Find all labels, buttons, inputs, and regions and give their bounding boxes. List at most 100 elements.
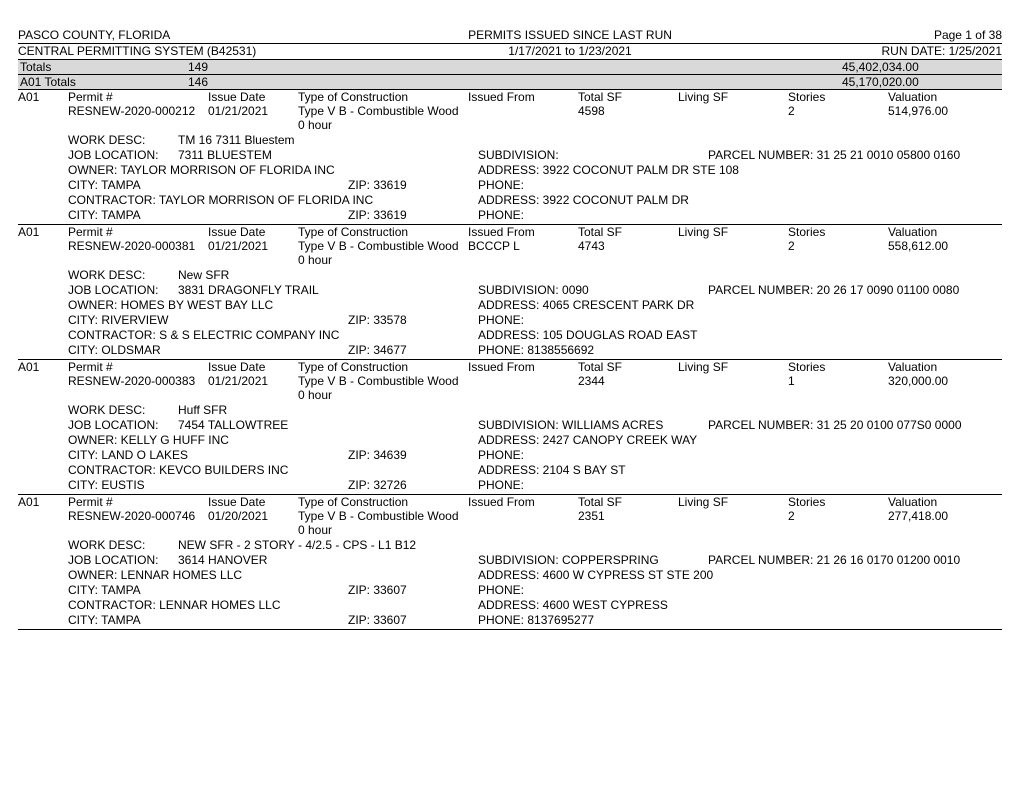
living-sf-label: Living SF [678, 90, 788, 104]
stories: 1 [788, 374, 888, 388]
work-desc-value: Huff SFR [178, 403, 478, 417]
stories-label: Stories [788, 495, 888, 509]
work-desc-line: WORK DESC: NEW SFR - 2 STORY - 4/2.5 - C… [18, 538, 1002, 552]
work-desc-label: WORK DESC: [68, 133, 178, 147]
type-label: Type of Construction [298, 225, 468, 239]
job-location-value: 3831 DRAGONFLY TRAIL [178, 283, 478, 297]
contractor-value: CONTRACTOR: KEVCO BUILDERS INC [68, 463, 478, 477]
owner-line: OWNER: KELLY G HUFF INC ADDRESS: 2427 CA… [18, 433, 1002, 447]
permit-label: Permit # [68, 495, 208, 509]
permit-column-header: A01 Permit # Issue Date Type of Construc… [18, 495, 1002, 509]
owner-value: OWNER: KELLY G HUFF INC [68, 433, 478, 447]
contractor-city-line: CITY: EUSTIS ZIP: 32726 PHONE: [18, 478, 1002, 492]
work-desc-value: New SFR [178, 268, 478, 282]
valuation-label: Valuation [888, 90, 988, 104]
issued-from-label: Issued From [468, 225, 578, 239]
issued-from [468, 509, 578, 523]
living-sf [678, 239, 788, 253]
job-location-label: JOB LOCATION: [68, 553, 178, 567]
valuation-label: Valuation [888, 225, 988, 239]
owner-phone: PHONE: [478, 178, 708, 192]
issue-date-label: Issue Date [208, 360, 298, 374]
a01-totals-label: A01 Totals [18, 75, 188, 89]
owner-address: ADDRESS: 4065 CRESCENT PARK DR [478, 298, 988, 312]
job-location-label: JOB LOCATION: [68, 418, 178, 432]
owner-city-line: CITY: LAND O LAKES ZIP: 34639 PHONE: [18, 448, 1002, 462]
contractor-line: CONTRACTOR: S & S ELECTRIC COMPANY INC A… [18, 328, 1002, 342]
job-location-label: JOB LOCATION: [68, 283, 178, 297]
report-title: PERMITS ISSUED SINCE LAST RUN [298, 28, 842, 42]
subdivision: SUBDIVISION: COPPERSPRING [478, 553, 708, 567]
date-range: 1/17/2021 to 1/23/2021 [298, 44, 842, 58]
contractor-city-line: CITY: OLDSMAR ZIP: 34677 PHONE: 81385566… [18, 343, 1002, 357]
owner-phone: PHONE: [478, 313, 708, 327]
owner-city: CITY: LAND O LAKES [68, 448, 348, 462]
job-location-value: 7454 TALLOWTREE [178, 418, 478, 432]
system-name: CENTRAL PERMITTING SYSTEM (B42531) [18, 44, 298, 58]
owner-value: OWNER: TAYLOR MORRISON OF FLORIDA INC [68, 163, 478, 177]
a01-totals-count: 146 [188, 75, 288, 89]
type-label: Type of Construction [298, 90, 468, 104]
page-number: Page 1 of 38 [842, 28, 1002, 42]
owner-zip: ZIP: 33607 [348, 583, 478, 597]
work-desc-line: WORK DESC: New SFR [18, 268, 1002, 282]
construction-type: Type V B - Combustible Wood [298, 509, 468, 523]
a01-totals-amount: 45,170,020.00 [842, 75, 1002, 89]
total-sf-label: Total SF [578, 495, 678, 509]
permit-data-row: RESNEW-2020-000383 01/21/2021 Type V B -… [18, 374, 1002, 388]
permit-number: RESNEW-2020-000381 [68, 239, 208, 253]
valuation-label: Valuation [888, 495, 988, 509]
living-sf-label: Living SF [678, 495, 788, 509]
owner-line: OWNER: TAYLOR MORRISON OF FLORIDA INC AD… [18, 163, 1002, 177]
parcel-number: PARCEL NUMBER: 20 26 17 0090 01100 0080 [708, 283, 998, 297]
contractor-zip: ZIP: 34677 [348, 343, 478, 357]
permit-label: Permit # [68, 225, 208, 239]
hours: 0 hour [298, 388, 468, 402]
total-sf: 2344 [578, 374, 678, 388]
issue-date-label: Issue Date [208, 225, 298, 239]
job-location-line: JOB LOCATION: 7454 TALLOWTREE SUBDIVISIO… [18, 418, 1002, 432]
contractor-city: CITY: EUSTIS [68, 478, 348, 492]
valuation: 320,000.00 [888, 374, 988, 388]
contractor-line: CONTRACTOR: KEVCO BUILDERS INC ADDRESS: … [18, 463, 1002, 477]
permit-label: Permit # [68, 90, 208, 104]
owner-phone: PHONE: [478, 448, 708, 462]
owner-line: OWNER: HOMES BY WEST BAY LLC ADDRESS: 40… [18, 298, 1002, 312]
report-header-line1: PASCO COUNTY, FLORIDA PERMITS ISSUED SIN… [18, 28, 1002, 44]
contractor-line: CONTRACTOR: LENNAR HOMES LLC ADDRESS: 46… [18, 598, 1002, 612]
total-sf: 2351 [578, 509, 678, 523]
permit-data-row: RESNEW-2020-000381 01/21/2021 Type V B -… [18, 239, 1002, 253]
living-sf [678, 374, 788, 388]
contractor-line: CONTRACTOR: TAYLOR MORRISON OF FLORIDA I… [18, 193, 1002, 207]
work-desc-label: WORK DESC: [68, 268, 178, 282]
run-date: RUN DATE: 1/25/2021 [842, 44, 1002, 58]
permit-number: RESNEW-2020-000383 [68, 374, 208, 388]
totals-row: Totals 149 45,402,034.00 [18, 60, 1002, 75]
issued-from-label: Issued From [468, 90, 578, 104]
parcel-number: PARCEL NUMBER: 31 25 20 0100 077S0 0000 [708, 418, 998, 432]
contractor-phone: PHONE: [478, 478, 708, 492]
owner-value: OWNER: LENNAR HOMES LLC [68, 568, 478, 582]
owner-line: OWNER: LENNAR HOMES LLC ADDRESS: 4600 W … [18, 568, 1002, 582]
owner-city-line: CITY: TAMPA ZIP: 33607 PHONE: [18, 583, 1002, 597]
permit-column-header: A01 Permit # Issue Date Type of Construc… [18, 360, 1002, 374]
issue-date: 01/20/2021 [208, 509, 298, 523]
issue-date-label: Issue Date [208, 90, 298, 104]
work-desc-line: WORK DESC: TM 16 7311 Bluestem [18, 133, 1002, 147]
contractor-phone: PHONE: 8137695277 [478, 613, 708, 627]
type-label: Type of Construction [298, 360, 468, 374]
permit-data-row: RESNEW-2020-000746 01/20/2021 Type V B -… [18, 509, 1002, 523]
job-location-value: 7311 BLUESTEM [178, 148, 478, 162]
subdivision: SUBDIVISION: WILLIAMS ACRES [478, 418, 708, 432]
owner-city: CITY: RIVERVIEW [68, 313, 348, 327]
contractor-city: CITY: OLDSMAR [68, 343, 348, 357]
job-location-line: JOB LOCATION: 7311 BLUESTEM SUBDIVISION:… [18, 148, 1002, 162]
contractor-phone: PHONE: [478, 208, 708, 222]
construction-type: Type V B - Combustible Wood [298, 104, 468, 118]
totals-count: 149 [188, 60, 288, 74]
issue-date: 01/21/2021 [208, 374, 298, 388]
contractor-address: ADDRESS: 4600 WEST CYPRESS [478, 598, 988, 612]
contractor-address: ADDRESS: 3922 COCONUT PALM DR [478, 193, 988, 207]
code-label: A01 [18, 495, 68, 509]
total-sf: 4598 [578, 104, 678, 118]
